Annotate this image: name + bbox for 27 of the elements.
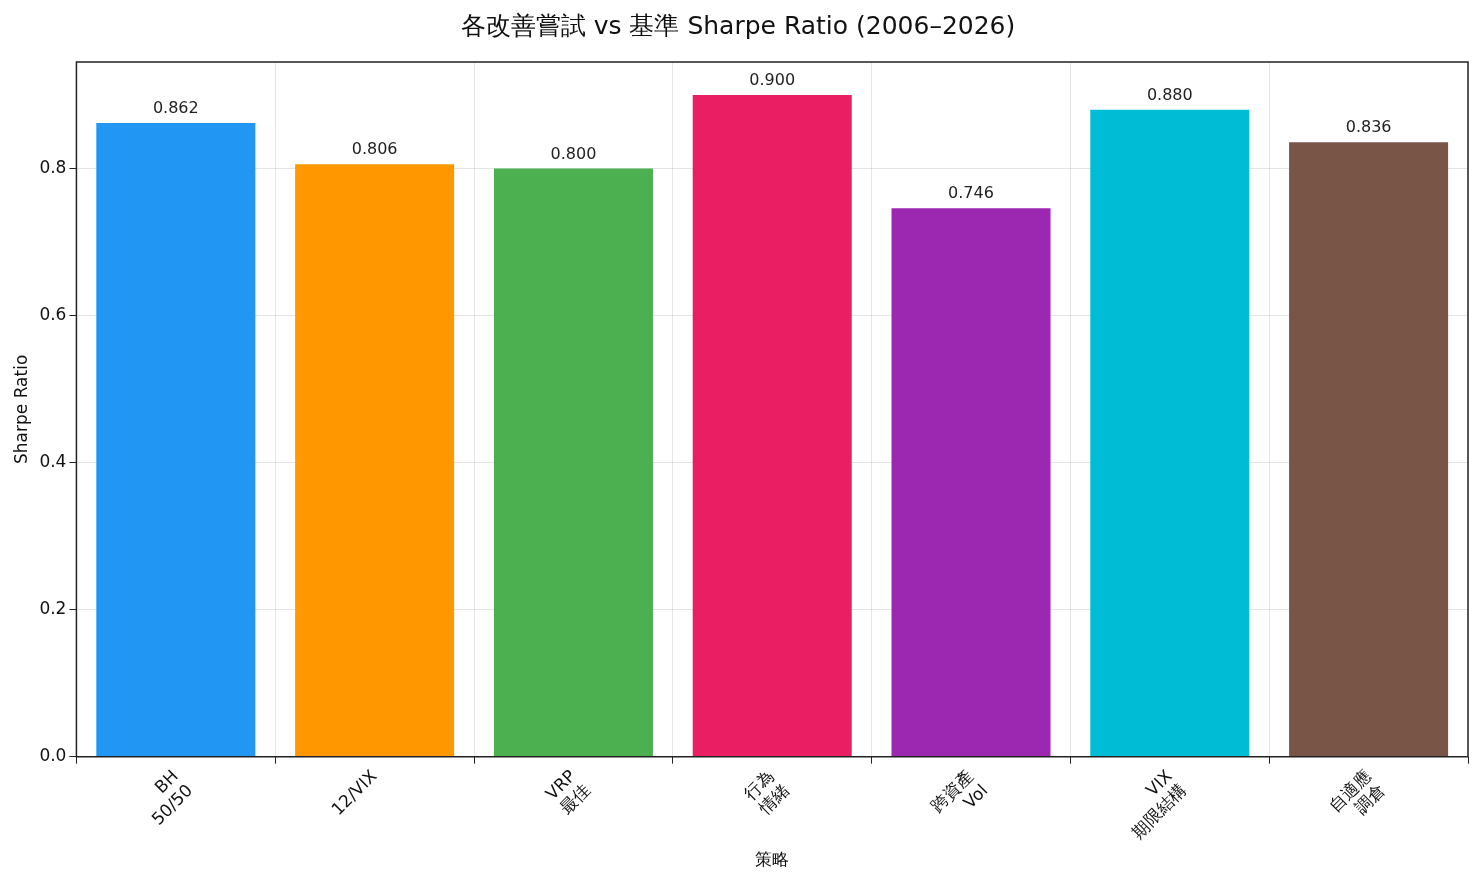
data-label: 0.862 [152,98,199,118]
y-tick-label: 0.8 [39,157,67,178]
y-tick-label: 0.2 [39,598,67,619]
y-tick-label: 0.6 [39,304,67,325]
data-label: 0.900 [749,70,796,90]
bar [1289,142,1449,757]
data-label: 0.880 [1146,84,1193,104]
y-tick-label: 0.0 [39,745,67,766]
chart-title: 各改善嘗試 vs 基準 Sharpe Ratio (2006–2026) [460,10,1016,40]
data-label: 0.806 [351,139,398,159]
data-label: 0.836 [1345,117,1392,137]
bar [295,164,455,757]
bar [493,168,653,757]
y-tick-label: 0.4 [39,451,67,472]
data-label: 0.746 [948,183,994,203]
bar [891,208,1051,757]
data-label: 0.800 [550,143,597,163]
y-axis-title: Sharpe Ratio [10,354,31,464]
bar [692,95,852,757]
bar [96,123,256,757]
bar [1090,109,1250,757]
x-tick-label: VIX 期限結構 [1127,765,1191,843]
x-tick-label: VRP 最佳 [541,765,594,819]
x-tick-label: 行為 情緒 [739,765,793,820]
x-axis-title: 策略 [755,849,790,870]
x-tick-label: 自適應 調倉 [1324,765,1389,819]
x-tick-label: 跨資產 Vol [926,765,992,816]
